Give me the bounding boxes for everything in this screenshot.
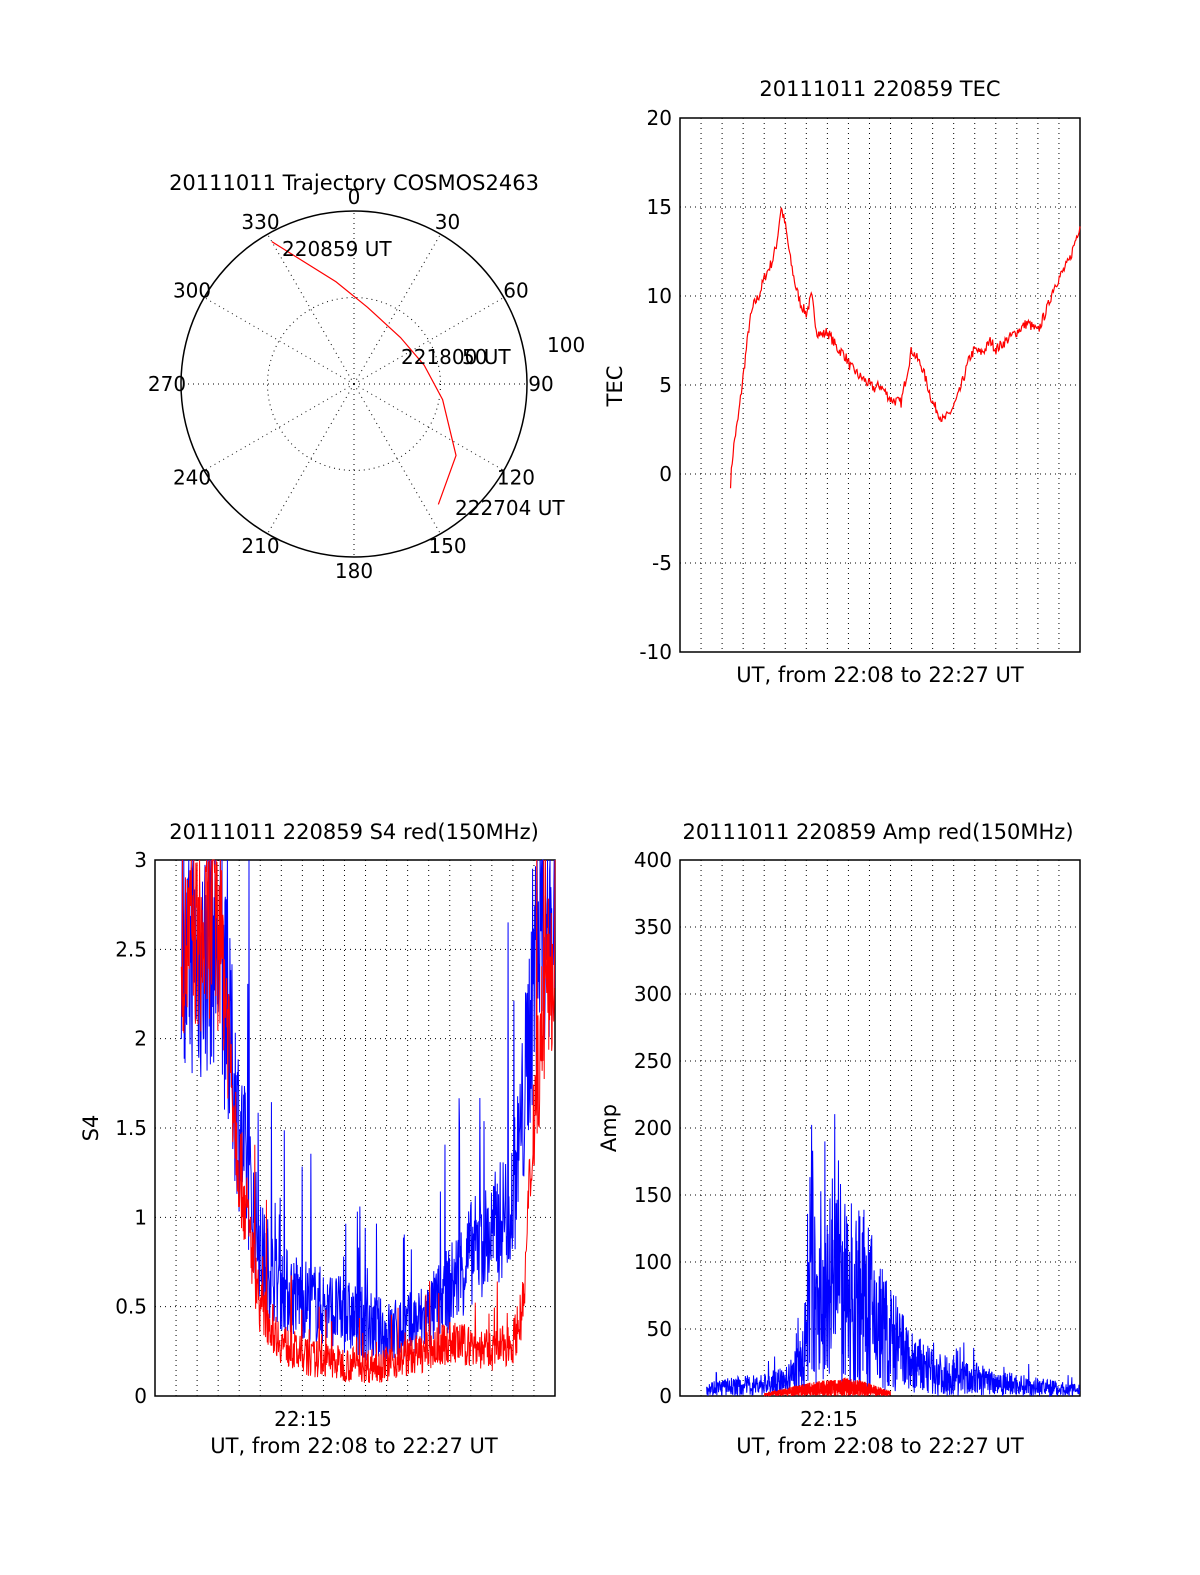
polar-frame bbox=[180, 210, 528, 558]
amp-y-axis-label: Amp bbox=[597, 1104, 621, 1152]
polar-azimuth-label-90: 90 bbox=[528, 372, 553, 396]
amp-y-tick-0: 0 bbox=[659, 1384, 672, 1408]
polar-azimuth-label-30: 30 bbox=[435, 210, 460, 234]
polar-azimuth-labels: 0 30 60 90 120 150 180 210 240 270 300 330 bbox=[148, 185, 554, 583]
amp-red-series-line bbox=[763, 1377, 892, 1397]
tec-title: 20111011 220859 TEC bbox=[759, 77, 1000, 101]
polar-title: 20111011 Trajectory COSMOS2463 bbox=[169, 171, 539, 195]
s4-x-tick-label: 22:15 bbox=[274, 1407, 332, 1431]
polar-spoke-240 bbox=[203, 383, 355, 471]
polar-azimuth-label-210: 210 bbox=[241, 534, 279, 558]
polar-azimuth-label-150: 150 bbox=[428, 534, 466, 558]
tec-frame bbox=[679, 117, 1081, 653]
s4-y-tick-5: 2.5 bbox=[115, 937, 147, 961]
polar-azimuth-label-270: 270 bbox=[148, 372, 186, 396]
amp-y-tick-3: 150 bbox=[634, 1183, 672, 1207]
polar-ring-50 bbox=[267, 297, 441, 471]
polar-spoke-60 bbox=[353, 297, 505, 385]
s4-y-axis-label: S4 bbox=[79, 1115, 103, 1142]
tec-y-tick-2: 0 bbox=[659, 462, 672, 486]
tec-y-tick-6: 20 bbox=[647, 106, 672, 130]
amp-y-tick-2: 100 bbox=[634, 1250, 672, 1274]
s4-y-tick-3: 1.5 bbox=[115, 1116, 147, 1140]
amp-y-tick-6: 300 bbox=[634, 982, 672, 1006]
s4-y-tick-4: 2 bbox=[134, 1027, 147, 1051]
s4-y-tick-1: 0.5 bbox=[115, 1295, 147, 1319]
polar-spoke-300 bbox=[203, 297, 355, 385]
polar-azimuth-label-300: 300 bbox=[173, 279, 211, 303]
s4-x-axis-label: UT, from 22:08 to 22:27 UT bbox=[210, 1434, 498, 1458]
tec-series-line bbox=[729, 207, 1081, 489]
s4-y-tick-labels: 0 0.5 1 1.5 2 2.5 3 bbox=[115, 848, 147, 1408]
polar-end-label: 222704 UT bbox=[455, 496, 565, 520]
tec-y-tick-5: 15 bbox=[647, 195, 672, 219]
tec-y-tick-0: -10 bbox=[639, 640, 672, 664]
polar-mid-label: 221800 UT bbox=[401, 345, 511, 369]
tec-y-tick-3: 5 bbox=[659, 373, 672, 397]
polar-azimuth-label-120: 120 bbox=[497, 466, 535, 490]
tec-y-tick-4: 10 bbox=[647, 284, 672, 308]
amp-y-tick-labels: 0 50 100 150 200 250 300 350 400 bbox=[634, 848, 672, 1408]
polar-azimuth-label-180: 180 bbox=[335, 559, 373, 583]
s4-y-tick-0: 0 bbox=[134, 1384, 147, 1408]
polar-azimuth-label-240: 240 bbox=[173, 466, 211, 490]
tec-grid bbox=[679, 118, 1081, 652]
amp-blue-series-line bbox=[705, 1114, 1081, 1398]
s4-y-tick-2: 1 bbox=[134, 1205, 147, 1229]
polar-azimuth-label-330: 330 bbox=[241, 210, 279, 234]
amp-x-axis-label: UT, from 22:08 to 22:27 UT bbox=[736, 1434, 1024, 1458]
amp-y-tick-8: 400 bbox=[634, 848, 672, 872]
amp-plot: 20111011 220859 Amp red(150MHz) 0 50 100 15… bbox=[597, 820, 1081, 1458]
polar-start-label: 220859 UT bbox=[282, 237, 392, 261]
tec-y-tick-labels: -10 -5 0 5 10 15 20 bbox=[639, 106, 672, 664]
s4-blue-series-line bbox=[180, 859, 556, 1365]
amp-y-tick-5: 250 bbox=[634, 1049, 672, 1073]
amp-y-tick-4: 200 bbox=[634, 1116, 672, 1140]
s4-red-series-line bbox=[180, 859, 556, 1383]
tec-y-tick-1: -5 bbox=[652, 551, 672, 575]
amp-frame bbox=[679, 859, 1081, 1397]
polar-radius-label: 100 bbox=[547, 333, 585, 357]
polar-azimuth-label-60: 60 bbox=[503, 279, 528, 303]
polar-mid-label-overlap: 50 bbox=[462, 345, 487, 369]
tec-y-axis-label: TEC bbox=[603, 366, 627, 408]
polar-azimuth-label-0: 0 bbox=[348, 185, 361, 209]
s4-plot: 20111011 220859 S4 red(150MHz) 0 0.5 1 1.5 2… bbox=[79, 820, 556, 1458]
s4-title: 20111011 220859 S4 red(150MHz) bbox=[169, 820, 539, 844]
amp-y-tick-7: 350 bbox=[634, 915, 672, 939]
s4-frame bbox=[154, 859, 556, 1397]
amp-y-tick-1: 50 bbox=[647, 1317, 672, 1341]
s4-y-tick-6: 3 bbox=[134, 848, 147, 872]
amp-x-tick-label: 22:15 bbox=[800, 1407, 858, 1431]
polar-plot: 20111011 Trajectory COSMOS2463 0 30 60 90 12… bbox=[148, 171, 585, 583]
tec-x-axis-label: UT, from 22:08 to 22:27 UT bbox=[736, 663, 1024, 687]
tec-plot: 20111011 220859 TEC -10 -5 0 5 10 15 20 TEC UT… bbox=[603, 77, 1081, 687]
polar-track-line bbox=[271, 241, 457, 505]
polar-grid bbox=[181, 211, 527, 557]
amp-title: 20111011 220859 Amp red(150MHz) bbox=[682, 820, 1073, 844]
